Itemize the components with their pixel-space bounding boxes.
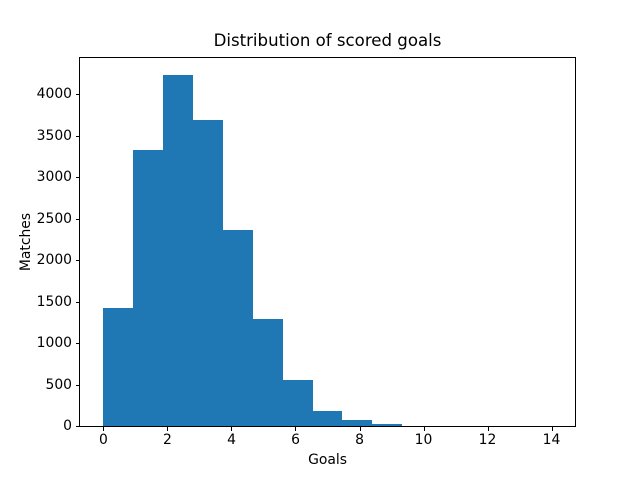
x-tick-label: 12 (478, 432, 497, 448)
y-tick-mark (75, 426, 80, 427)
histogram-bar (312, 410, 343, 426)
x-tick-label: 6 (291, 432, 300, 448)
x-tick-label: 10 (414, 432, 433, 448)
x-tick-mark (167, 426, 169, 431)
x-tick-label: 8 (355, 432, 364, 448)
histogram-bar (103, 308, 134, 426)
y-tick-mark (75, 177, 80, 178)
x-tick-mark (103, 426, 105, 431)
y-tick-label: 1500 (36, 293, 72, 310)
y-tick-label: 4000 (36, 86, 72, 103)
y-tick-label: 2500 (36, 210, 72, 227)
x-tick-mark (295, 426, 297, 431)
x-tick-label: 4 (227, 432, 236, 448)
x-tick-mark (423, 426, 425, 431)
y-tick-mark (75, 135, 80, 137)
x-tick-mark (487, 426, 489, 431)
y-tick-mark (75, 260, 80, 261)
histogram-bar (193, 119, 223, 426)
y-tick-mark (75, 218, 80, 220)
y-tick-label: 500 (45, 376, 72, 393)
histogram-bar (252, 318, 283, 426)
histogram-bar (222, 230, 253, 426)
y-tick-mark (75, 343, 80, 344)
x-axis-label: Goals (308, 452, 347, 468)
y-tick-label: 2000 (36, 252, 72, 268)
x-tick-label: 0 (99, 432, 108, 448)
y-tick-mark (75, 301, 80, 303)
histogram-bar (133, 150, 164, 426)
y-tick-label: 0 (63, 418, 72, 434)
histogram-bar (342, 419, 373, 426)
x-tick-mark (231, 426, 233, 431)
histogram-bar (163, 74, 194, 426)
histogram-bar (282, 379, 313, 426)
chart-title: Distribution of scored goals (213, 31, 442, 50)
histogram-bar (372, 423, 403, 426)
x-tick-label: 2 (163, 432, 172, 448)
y-tick-label: 3500 (36, 127, 72, 144)
y-tick-label: 1000 (36, 335, 72, 351)
y-tick-mark (75, 94, 80, 96)
y-tick-mark (75, 384, 80, 386)
x-tick-mark (551, 426, 553, 431)
plot-area (79, 56, 576, 427)
y-tick-label: 3000 (36, 169, 72, 185)
x-tick-label: 14 (542, 432, 561, 448)
x-tick-mark (359, 426, 361, 431)
